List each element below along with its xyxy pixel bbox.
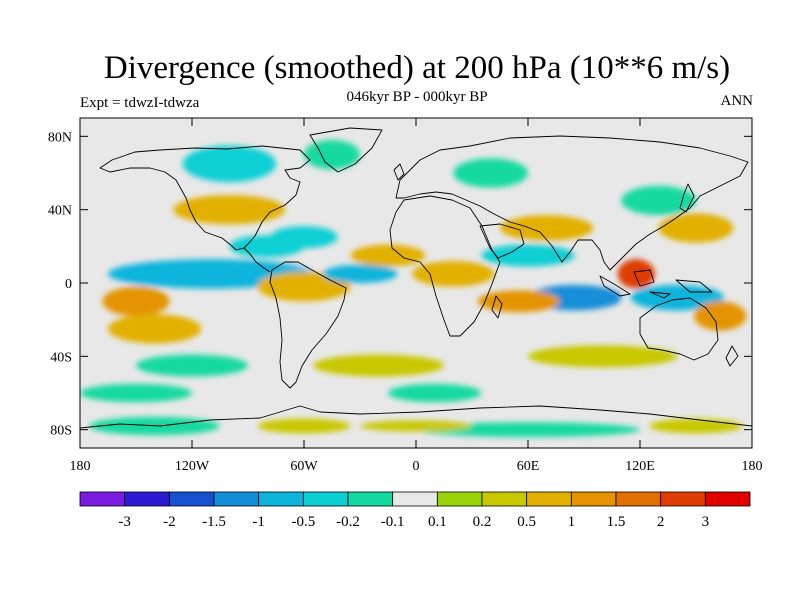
field-region-22: [621, 185, 697, 216]
field-region-18: [658, 213, 734, 243]
lon-tick-label: 60E: [517, 459, 540, 474]
field-region-3: [617, 259, 655, 289]
field-region-31: [649, 418, 743, 434]
coast-north-america: [99, 145, 311, 251]
coast-central-america: [243, 247, 271, 273]
coast-japan: [679, 183, 695, 213]
coast-eurasia: [395, 135, 749, 271]
coastlines: [80, 127, 752, 429]
field-region-26: [388, 383, 482, 403]
experiment-label: Expt = tdwzI-tdwza: [80, 95, 200, 111]
field-region-12: [173, 195, 286, 225]
field-region-2: [630, 284, 724, 311]
lat-tick-label: 40S: [50, 350, 72, 365]
field-region-17: [481, 244, 575, 267]
field-region-27: [80, 383, 192, 403]
field-region-32: [360, 420, 472, 432]
field-region-23: [313, 354, 444, 377]
coast-uk: [393, 163, 405, 181]
field-region-16: [500, 215, 594, 241]
field-region-5: [694, 301, 747, 331]
field-region-15: [412, 261, 495, 287]
season-label: ANN: [720, 93, 754, 109]
field-region-9: [257, 272, 351, 302]
lat-tick-label: 80S: [50, 424, 72, 439]
coast-australia: [639, 297, 719, 361]
coast-new-zealand: [725, 345, 739, 367]
longitude-axis: 180 120W 60W 0 60E 120E 180: [70, 118, 763, 474]
lat-tick-label: 0: [65, 277, 72, 292]
lon-tick-label: 0: [413, 459, 420, 474]
field-region-30: [257, 418, 351, 434]
field-region-25: [136, 354, 248, 377]
field-region-4: [477, 290, 560, 313]
lon-tick-label: 120W: [175, 459, 210, 474]
lon-tick-label: 60W: [290, 459, 318, 474]
field-region-21: [453, 158, 528, 188]
field-region-10: [322, 264, 398, 284]
coast-africa: [389, 195, 501, 337]
lat-tick-label: 40N: [48, 204, 72, 219]
field-region-24: [528, 345, 678, 368]
field-region-8: [108, 314, 202, 344]
lon-tick-label: 180: [70, 459, 91, 474]
chart-title: Divergence (smoothed) at 200 hPa (10**6 …: [103, 50, 731, 86]
coast-arabia: [479, 223, 525, 259]
chart-subtitle: 046kyr BP - 000kyr BP: [346, 89, 488, 105]
field-region-19: [182, 145, 276, 183]
field-region-14: [350, 244, 426, 267]
lon-tick-label: 120E: [625, 459, 655, 474]
coast-indonesia: [599, 269, 713, 299]
coast-greenland: [309, 127, 383, 173]
coast-south-america: [269, 261, 347, 389]
field-region-7: [102, 286, 170, 317]
coast-antarctica: [80, 405, 752, 429]
latitude-axis: 80N 40N 0 40S 80S: [48, 130, 752, 439]
coast-madagascar: [491, 295, 503, 319]
lon-tick-label: 180: [742, 459, 763, 474]
field-region-20: [304, 140, 360, 170]
field-region-13: [270, 226, 338, 249]
lat-tick-label: 80N: [48, 130, 72, 145]
